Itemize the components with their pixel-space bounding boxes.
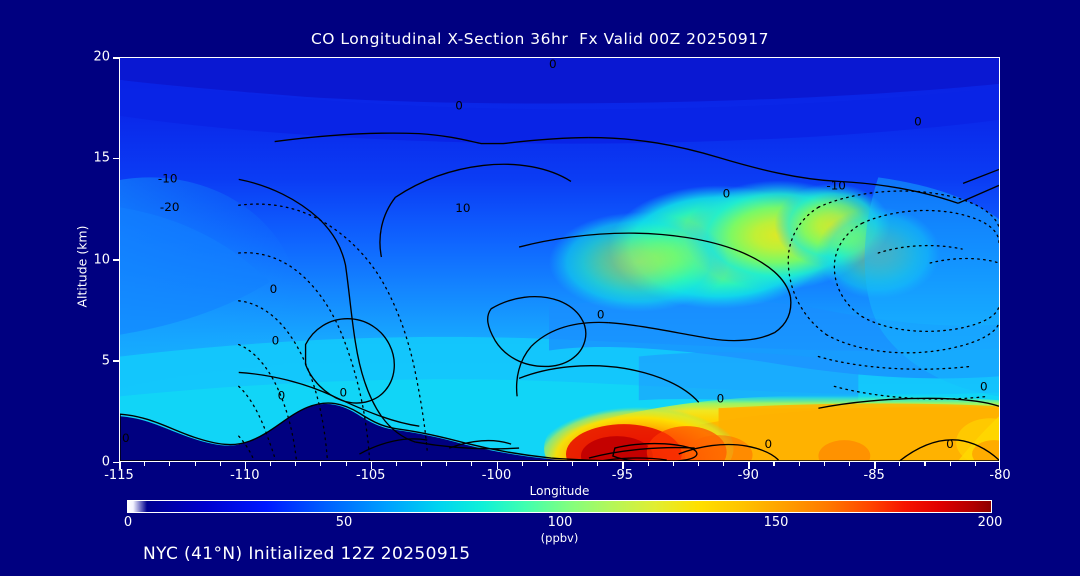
x-minor-tick: [144, 462, 146, 466]
x-tick-label: -85: [863, 468, 885, 483]
contour-label: 0: [340, 385, 348, 399]
x-minor-tick: [421, 462, 423, 466]
colorbar: [127, 500, 992, 513]
x-minor-tick: [395, 462, 398, 466]
y-tick-mark: [113, 157, 119, 160]
y-tick-label: 20: [93, 49, 110, 65]
x-tick-mark: [496, 462, 498, 469]
y-tick-label: 0: [101, 454, 110, 470]
plot-area: -10 -20 0 0 10 0 0 -10 0 0 0 0 0 0 0 0 0…: [119, 57, 1000, 462]
contour-label: 0: [914, 115, 922, 129]
x-minor-tick: [848, 462, 851, 466]
x-tick-mark: [998, 462, 1000, 469]
figure-caption: NYC (41°N) Initialized 12Z 20250915: [143, 544, 471, 564]
colorbar-tick-label: 50: [335, 515, 353, 530]
y-tick-label: 15: [93, 150, 110, 166]
x-minor-tick: [194, 462, 196, 466]
contour-label: 0: [946, 437, 954, 451]
x-minor-tick: [546, 462, 549, 466]
contour-label: 0: [278, 388, 286, 402]
x-minor-tick: [597, 462, 599, 466]
cross-section-field: -10 -20 0 0 10 0 0 -10 0 0 0 0 0 0 0 0 0…: [120, 58, 999, 461]
contour-label: -20: [160, 200, 180, 214]
contour-label: 0: [272, 334, 280, 348]
x-minor-tick: [773, 462, 775, 466]
x-minor-tick: [270, 462, 272, 466]
colorbar-tick-label: 150: [763, 515, 789, 530]
contour-label: -10: [158, 171, 178, 185]
x-tick-mark: [622, 462, 624, 469]
x-minor-tick: [169, 462, 171, 466]
x-axis-label: Longitude: [529, 484, 590, 498]
x-minor-tick: [295, 462, 297, 466]
contour-label: -10: [826, 178, 846, 192]
x-minor-tick: [219, 462, 221, 466]
x-tick-label: -110: [230, 468, 260, 483]
x-minor-tick: [697, 462, 700, 466]
contour-label: 0: [597, 308, 605, 322]
colorbar-tick-label: 100: [547, 515, 573, 530]
contour-label: 0: [270, 282, 278, 296]
terrain-mask: [120, 404, 999, 461]
contour-label: 0: [455, 99, 463, 113]
y-tick-label: 10: [93, 252, 110, 267]
x-minor-tick: [572, 462, 574, 466]
contour-label: 0: [980, 379, 988, 393]
y-tick-mark: [113, 360, 119, 362]
x-tick-label: -90: [737, 468, 759, 483]
x-tick-label: -95: [611, 468, 634, 483]
contour-label: 0: [717, 391, 725, 405]
contour-label: 0: [549, 58, 557, 71]
x-minor-tick: [672, 462, 674, 466]
x-minor-tick: [823, 462, 825, 466]
contour-label: 0: [723, 186, 731, 200]
colorbar-unit-label: (ppbv): [540, 531, 579, 545]
x-minor-tick: [345, 462, 347, 466]
contour-lines-negative: [238, 190, 999, 461]
x-minor-tick: [521, 462, 523, 466]
x-tick-label: -115: [104, 468, 134, 483]
x-minor-tick: [723, 462, 725, 466]
x-minor-tick: [899, 462, 901, 466]
x-tick-mark: [119, 462, 121, 469]
contour-label-group: -10 -20 0 0 10 0 0 -10 0 0 0 0 0 0 0 0 0…: [122, 58, 988, 451]
y-tick-mark: [113, 461, 119, 463]
x-minor-tick: [798, 462, 800, 466]
y-tick-mark: [113, 259, 119, 261]
contour-label: 0: [122, 431, 130, 445]
x-tick-mark: [748, 462, 750, 469]
x-minor-tick: [974, 462, 976, 466]
colorbar-tick-label: 0: [123, 515, 133, 530]
x-minor-tick: [924, 462, 926, 466]
contour-lines-positive: [238, 132, 999, 461]
contour-label: 10: [455, 201, 470, 215]
x-tick-mark: [874, 462, 876, 469]
x-minor-tick: [320, 462, 322, 466]
contour-label: 0: [765, 437, 773, 451]
x-minor-tick: [949, 462, 951, 466]
y-axis-label: Altitude (km): [74, 225, 90, 308]
y-tick-label: 5: [101, 353, 110, 369]
chart-title: CO Longitudinal X-Section 36hr Fx Valid …: [310, 30, 770, 48]
x-tick-mark: [244, 462, 247, 469]
x-tick-label: -100: [481, 468, 512, 483]
x-minor-tick: [647, 462, 649, 466]
x-minor-tick: [446, 462, 448, 466]
x-tick-mark: [370, 462, 373, 469]
y-tick-mark: [113, 57, 119, 59]
x-tick-label: -80: [989, 468, 1011, 483]
x-tick-label: -105: [355, 468, 386, 483]
colorbar-tick-label: 200: [977, 515, 1003, 530]
x-minor-tick: [471, 462, 473, 466]
